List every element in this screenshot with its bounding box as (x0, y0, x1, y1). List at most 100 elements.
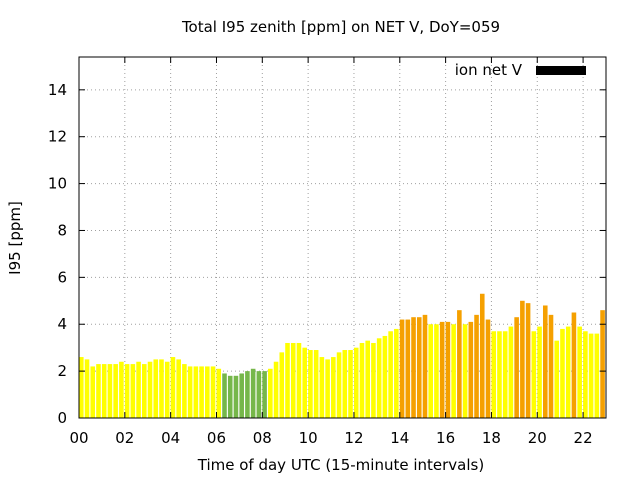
bar (451, 324, 456, 418)
x-tick-label: 10 (299, 429, 318, 447)
bar (462, 324, 468, 418)
bar (285, 342, 290, 418)
x-tick-label: 12 (344, 429, 363, 447)
bar (199, 366, 204, 418)
bar (113, 364, 118, 418)
bar (468, 321, 474, 418)
bar (164, 361, 170, 418)
bar (250, 368, 256, 418)
bar (187, 366, 193, 418)
bar (428, 324, 434, 418)
bar (302, 347, 307, 418)
bar (371, 342, 376, 418)
bar (101, 364, 107, 418)
bar (331, 357, 336, 418)
bar (142, 364, 147, 418)
x-tick-label: 14 (390, 429, 409, 447)
bar (577, 326, 582, 418)
x-axis-label: Time of day UTC (15-minute intervals) (197, 456, 484, 474)
bar (560, 328, 565, 418)
bar (210, 366, 216, 418)
bar (514, 317, 519, 418)
bar (594, 333, 600, 418)
bar (90, 366, 96, 418)
bar (542, 305, 548, 418)
bar (382, 335, 388, 418)
x-tick-label: 00 (69, 429, 88, 447)
bar (525, 303, 531, 418)
bar (422, 314, 428, 418)
plot-frame (78, 56, 607, 419)
bar (491, 331, 497, 418)
bar (388, 331, 393, 418)
bar (239, 373, 244, 418)
x-tick-label: 04 (161, 429, 180, 447)
bar (336, 352, 342, 418)
x-tick-label: 18 (482, 429, 501, 447)
bar (554, 340, 560, 418)
bar (136, 361, 141, 418)
bar (497, 331, 502, 418)
bar (485, 319, 491, 418)
bar (159, 359, 164, 418)
bar (411, 317, 416, 418)
bars (79, 293, 605, 418)
bar (262, 371, 267, 418)
bar (176, 359, 181, 418)
bar (79, 357, 84, 418)
bar (365, 340, 370, 418)
bar (182, 364, 187, 418)
bar (222, 373, 227, 418)
bar (588, 333, 594, 418)
bar (296, 342, 302, 418)
bar (227, 375, 233, 418)
y-tick-label: 14 (48, 81, 67, 99)
x-tick-label: 08 (253, 429, 272, 447)
legend-swatch (536, 66, 586, 75)
bar (153, 359, 159, 418)
bar (520, 300, 525, 418)
x-tick-label: 02 (115, 429, 134, 447)
bar (245, 371, 250, 418)
bar (416, 317, 422, 418)
bar (325, 359, 330, 418)
bar (571, 312, 577, 418)
bar (359, 342, 365, 418)
legend: ion net V (455, 61, 586, 79)
bar (434, 324, 439, 418)
y-tick-label: 4 (57, 315, 67, 333)
y-tick-label: 12 (48, 128, 67, 146)
bar (256, 371, 262, 418)
bar (399, 319, 405, 418)
chart-title: Total I95 zenith [ppm] on NET V, DoY=059 (181, 18, 500, 36)
legend-label: ion net V (455, 61, 523, 79)
bar (147, 361, 153, 418)
bar (565, 326, 571, 418)
bar (233, 375, 239, 418)
bar (600, 310, 605, 418)
bar (405, 319, 411, 418)
bar (445, 321, 451, 418)
bar (279, 352, 285, 418)
bar (439, 321, 445, 418)
bar (348, 350, 353, 418)
bar (273, 361, 279, 418)
y-tick-label: 0 (57, 409, 67, 427)
x-tick-label: 20 (528, 429, 547, 447)
bar (107, 364, 113, 418)
bar (531, 331, 537, 418)
bar (502, 331, 508, 418)
bar (130, 364, 136, 418)
bar (216, 368, 222, 418)
bar (583, 331, 588, 418)
bar (119, 361, 124, 418)
bar (537, 326, 542, 418)
bar (474, 314, 479, 418)
bar (313, 350, 319, 418)
bar (96, 364, 101, 418)
bar (394, 328, 399, 418)
bar (84, 359, 90, 418)
bar (319, 357, 325, 418)
x-tick-label: 16 (436, 429, 455, 447)
